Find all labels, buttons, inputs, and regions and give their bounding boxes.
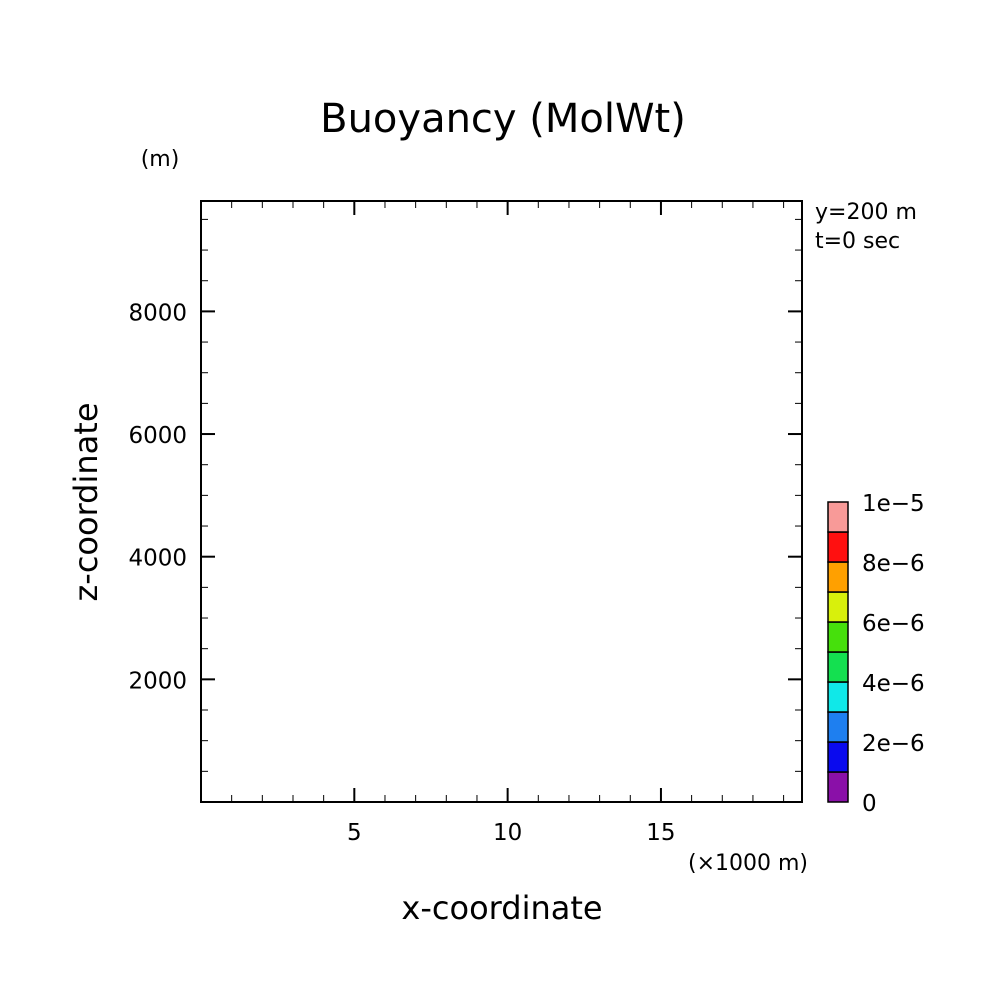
colorbar-label: 4e−6	[862, 671, 925, 697]
colorbar-swatch	[827, 501, 849, 533]
colorbar-label: 0	[862, 791, 877, 817]
colorbar-label: 1e−5	[862, 491, 925, 517]
info-y-position: y=200 m	[815, 200, 917, 225]
colorbar-label: 8e−6	[862, 551, 925, 577]
colorbar-swatch	[827, 621, 849, 653]
y-tick-label: 2000	[128, 668, 187, 694]
x-ticks: 5 10 15	[231, 201, 785, 846]
colorbar-swatch	[827, 591, 849, 623]
x-tick-label: 5	[347, 820, 362, 846]
colorbar-swatch	[827, 651, 849, 683]
colorbar-swatch	[827, 561, 849, 593]
y-axis-unit: (m)	[141, 147, 180, 172]
chart-title: Buoyancy (MolWt)	[320, 96, 686, 142]
y-tick-label: 4000	[128, 546, 187, 572]
colorbar-label: 2e−6	[862, 731, 925, 757]
colorbar-swatch	[827, 771, 849, 803]
x-axis-title: x-coordinate	[401, 889, 602, 927]
y-tick-label: 6000	[128, 423, 187, 449]
info-time: t=0 sec	[815, 229, 900, 254]
y-ticks: 2000 4000 6000 8000	[128, 218, 802, 772]
x-tick-label: 10	[493, 820, 522, 846]
y-tick-label: 8000	[128, 300, 187, 326]
colorbar-swatch	[827, 681, 849, 713]
colorbar: 0 2e−6 4e−6 6e−6 8e−6 1e−5	[827, 491, 925, 817]
x-axis-unit: (×1000 m)	[688, 851, 808, 876]
colorbar-swatch	[827, 531, 849, 563]
colorbar-swatch	[827, 741, 849, 773]
colorbar-swatch	[827, 711, 849, 743]
plot-area	[200, 200, 803, 803]
y-axis-title: z-coordinate	[67, 402, 105, 601]
colorbar-label: 6e−6	[862, 611, 925, 637]
x-tick-label: 15	[646, 820, 675, 846]
